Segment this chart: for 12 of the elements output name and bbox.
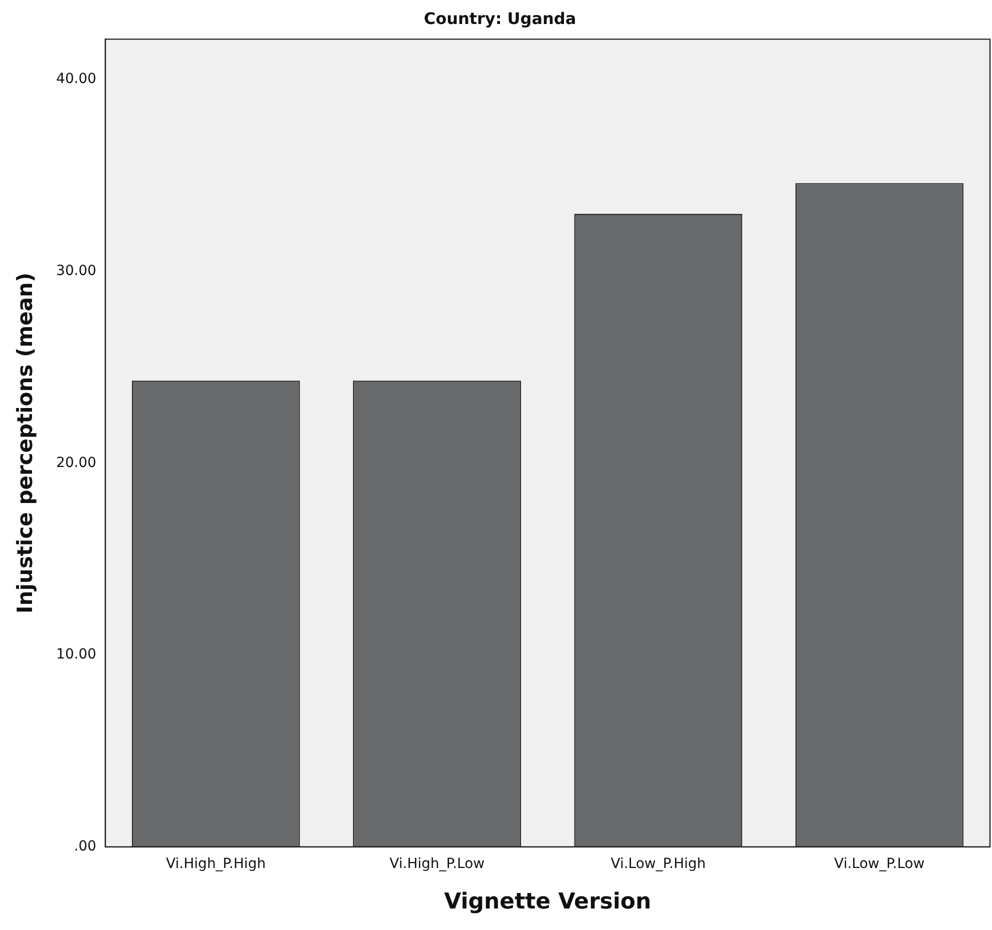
y-tick-label: 20.00 xyxy=(56,454,96,471)
chart-title: Country: Uganda xyxy=(424,8,576,28)
y-tick-label: 40.00 xyxy=(56,71,96,88)
x-tick-label: Vi.High_P.High xyxy=(166,856,266,872)
y-tick-label: 10.00 xyxy=(56,646,96,663)
x-axis-title: Vignette Version xyxy=(444,890,652,915)
x-tick-label: Vi.Low_P.High xyxy=(610,856,706,872)
x-tick-label: Vi.High_P.Low xyxy=(390,856,485,872)
x-tick-label: Vi.Low_P.Low xyxy=(834,856,925,872)
y-tick-label: 30.00 xyxy=(56,262,96,279)
y-axis-title: Injustice perceptions (mean) xyxy=(13,272,38,614)
y-tick-label: .00 xyxy=(74,838,96,854)
